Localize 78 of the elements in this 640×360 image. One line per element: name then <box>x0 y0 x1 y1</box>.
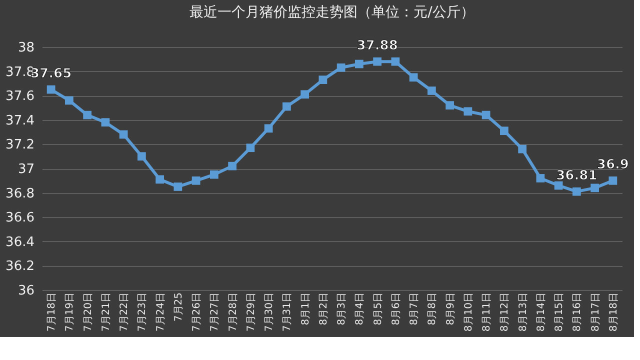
x-tick-label: 8月17日 <box>590 292 602 332</box>
x-tick-label: 7月29日 <box>246 292 257 332</box>
point <box>554 181 563 190</box>
point <box>608 176 618 185</box>
chart-title: 最近一个月猪价监控走势图（单位：元/公斤） <box>190 4 474 21</box>
x-tick-label: 8月2日 <box>318 292 330 326</box>
y-tick-label: 37.2 <box>6 138 34 153</box>
point <box>210 170 218 179</box>
x-tick-label: 7月26日 <box>192 292 203 332</box>
x-tick-label: 7月21日 <box>100 292 112 332</box>
point <box>373 57 382 66</box>
y-tick-label: 37.4 <box>6 113 34 128</box>
x-tick-label: 8月5日 <box>372 292 384 326</box>
x-tick-label: 7月19日 <box>64 292 76 332</box>
point <box>572 187 581 196</box>
x-tick-label: 8月7日 <box>409 292 420 326</box>
point <box>246 144 255 152</box>
point <box>46 85 56 94</box>
point <box>482 110 490 120</box>
x-tick-label: 7月28日 <box>228 292 239 332</box>
x-tick-label: 7月27日 <box>210 292 221 332</box>
x-tick-label: 8月1日 <box>300 292 312 326</box>
x-tick-label: 8月10日 <box>463 292 474 332</box>
point <box>355 60 364 68</box>
point <box>336 63 346 72</box>
y-tick-label: 38 <box>18 40 34 56</box>
point <box>156 175 164 184</box>
point <box>228 162 236 170</box>
y-tick-label: 37 <box>18 162 34 177</box>
x-tick-label: 8月13日 <box>518 292 529 332</box>
x-tick-label: 7月25 <box>173 292 184 322</box>
x-tick-label: 8月16日 <box>572 292 584 332</box>
y-tick-label: 37.6 <box>6 89 34 104</box>
x-tick-label: 7月30日 <box>264 292 276 332</box>
point <box>138 152 146 161</box>
point <box>409 73 418 82</box>
x-tick-label: 8月9日 <box>445 292 456 326</box>
point <box>536 174 545 182</box>
point <box>428 86 436 95</box>
x-tick-label: 8月18日 <box>608 292 620 332</box>
point <box>318 76 328 84</box>
x-tick-label: 8月14日 <box>536 292 547 332</box>
x-tick-label: 8月15日 <box>554 292 566 332</box>
x-tick-label: 7月20日 <box>82 292 94 332</box>
point <box>119 130 128 139</box>
x-tick-label: 7月22日 <box>119 292 130 332</box>
point <box>464 107 472 116</box>
x-tick-label: 7月23日 <box>137 292 148 332</box>
y-tick-label: 36.4 <box>6 234 34 250</box>
data-label: 36.81 <box>556 168 598 184</box>
y-tick-label: 36.6 <box>6 210 34 226</box>
point <box>83 110 92 120</box>
point <box>282 102 291 111</box>
x-tick-label: 8月4日 <box>354 292 366 326</box>
point <box>500 126 508 136</box>
point <box>391 57 400 66</box>
x-tick-label: 7月24日 <box>155 292 166 332</box>
x-tick-label: 8月6日 <box>390 292 402 326</box>
point <box>101 118 110 127</box>
y-tick-label: 36.2 <box>6 259 34 274</box>
point <box>446 101 454 110</box>
point <box>264 124 273 133</box>
point <box>65 96 74 105</box>
point <box>174 182 182 191</box>
x-tick-label: 8月12日 <box>500 292 511 332</box>
y-tick-label: 36 <box>18 284 34 298</box>
point <box>590 184 599 192</box>
x-tick-label: 8月3日 <box>336 292 348 326</box>
data-label: 36.9 <box>596 158 629 173</box>
point <box>518 144 526 154</box>
point <box>300 90 309 99</box>
x-tick-label: 8月8日 <box>427 292 438 326</box>
point <box>192 176 200 185</box>
data-label: 37.88 <box>356 38 398 54</box>
x-tick-label: 7月18日 <box>46 292 58 332</box>
y-tick-label: 36.8 <box>6 186 34 202</box>
x-tick-label: 7月31日 <box>282 292 294 332</box>
x-tick-label: 8月11日 <box>482 292 493 332</box>
